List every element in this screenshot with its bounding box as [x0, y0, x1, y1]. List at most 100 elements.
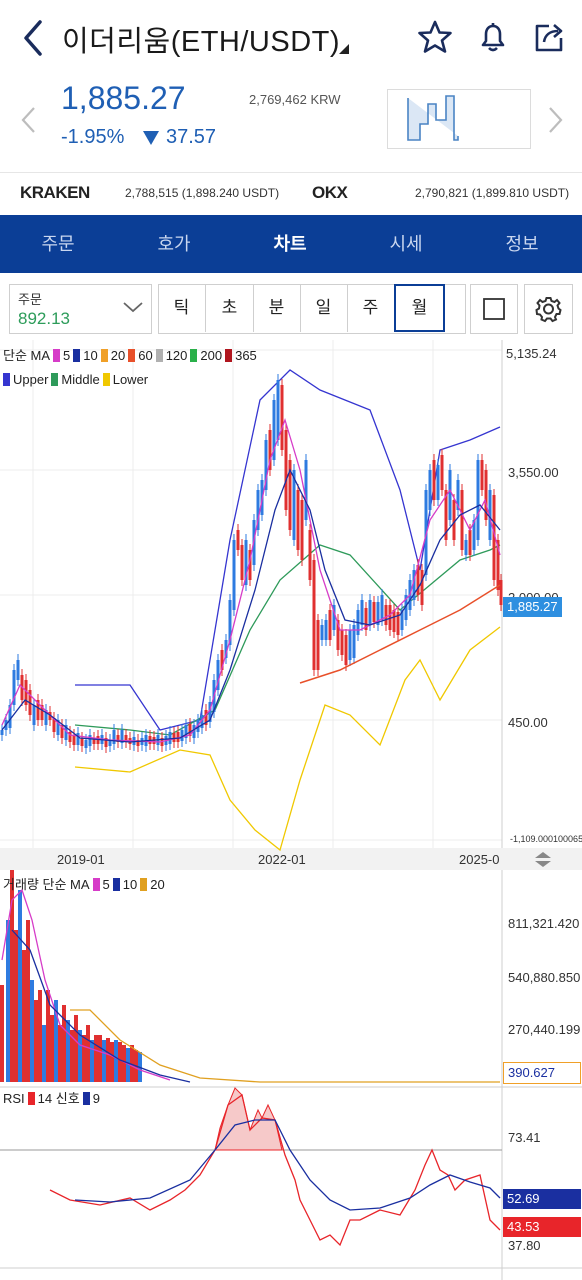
rsi-legend-label: 14 [37, 1091, 53, 1106]
draw-tool-button[interactable] [470, 284, 518, 334]
volume-ma20-line [70, 1009, 500, 1083]
order-label: 주문 [18, 292, 42, 307]
exchange-name: KRAKEN [20, 183, 90, 202]
volume-tick-label: 540,880.850 [508, 970, 581, 985]
y-tick-label: -1,109.000100065 [510, 834, 582, 844]
krw-price: 2,769,462 KRW [249, 92, 341, 107]
candle-body [112, 730, 116, 744]
ma-legend-label: 20 [110, 348, 126, 363]
candle-body [68, 732, 72, 742]
tab-info[interactable]: 정보 [505, 234, 539, 254]
volume-bar [86, 1025, 90, 1082]
volume-bar [102, 1040, 106, 1082]
exchange-row [0, 172, 582, 215]
rsi-signal-tag: 52.69 [503, 1189, 581, 1209]
candle-body [224, 640, 228, 658]
candle-body [328, 610, 332, 640]
candle-body [16, 660, 20, 680]
period-week[interactable]: 주 [347, 284, 395, 332]
y-tick-label: 450.00 [508, 715, 548, 730]
candle-body [304, 460, 308, 520]
mini-chart[interactable] [387, 89, 531, 149]
volume-bars [0, 870, 500, 1083]
candle-body [232, 540, 236, 610]
candle-body [464, 540, 468, 555]
period-minute[interactable]: 분 [253, 284, 301, 332]
y-tick-label: 5,135.24 [506, 346, 557, 361]
tab-chart[interactable]: 차트 [273, 234, 307, 254]
chevron-down-icon [123, 302, 143, 313]
candle-body [136, 740, 140, 746]
tab-market[interactable]: 시세 [389, 234, 423, 254]
price-chart[interactable] [0, 340, 582, 1280]
x-tick-label: 2019-01 [57, 852, 105, 867]
candle-body [116, 735, 120, 742]
bell-icon[interactable] [476, 20, 510, 54]
period-day[interactable]: 일 [300, 284, 348, 332]
candle-body [264, 440, 268, 490]
prev-arrow-icon[interactable] [20, 106, 38, 134]
page-title[interactable]: 이더리움(ETH/USDT) [62, 26, 341, 58]
moving-averages [1, 417, 501, 743]
candle-body [204, 710, 208, 725]
ma5-line [1, 417, 501, 743]
ma10-line [1, 468, 501, 743]
candle-body [336, 620, 340, 650]
volume-bar [0, 985, 4, 1082]
candle-body [200, 715, 204, 728]
volume-bar [110, 1042, 114, 1082]
volume-bar [38, 990, 42, 1082]
order-dropdown[interactable] [9, 284, 152, 334]
candle-body [256, 490, 260, 530]
candle-body [312, 560, 316, 670]
candle-body [56, 720, 60, 735]
resize-handle-icon[interactable] [532, 851, 554, 869]
settings-button[interactable] [524, 284, 573, 334]
period-tick[interactable]: 틱 [158, 284, 206, 332]
period-second[interactable]: 초 [206, 284, 254, 332]
volume-bar [130, 1045, 134, 1082]
next-arrow-icon[interactable] [546, 106, 564, 134]
volume-bar [26, 920, 30, 1082]
rsi-legend-label: 9 [92, 1091, 100, 1106]
volume-bar [122, 1045, 126, 1082]
rsi-tick-label: 37.80 [508, 1238, 541, 1253]
ma60-line [299, 584, 501, 684]
volume-bar [58, 1025, 62, 1082]
candle-body [288, 460, 292, 530]
volume-bar [50, 1015, 54, 1082]
candle-body [192, 725, 196, 738]
period-selector [158, 284, 466, 334]
chevron-left-icon[interactable] [18, 18, 48, 58]
period-month[interactable]: 월 [394, 284, 445, 332]
caret-down-icon[interactable] [339, 44, 349, 54]
candle-body [420, 570, 424, 605]
candle-body [452, 500, 456, 540]
tab-order[interactable]: 주문 [41, 234, 75, 254]
gear-icon [535, 297, 562, 323]
tab-quotes[interactable]: 호가 [157, 234, 191, 254]
rsi-legend: RSI 14 신호 9 [3, 1088, 100, 1107]
candle-body [236, 530, 240, 550]
candle-body [396, 612, 400, 635]
candle-body [344, 635, 348, 665]
candle-body [276, 380, 280, 440]
candle-body [12, 670, 16, 705]
volume-bar [90, 1040, 94, 1082]
candle-body [316, 620, 320, 670]
volume-bar [70, 1030, 74, 1082]
candle-body [184, 725, 188, 738]
candle-body [176, 732, 180, 742]
ma-legend-label: 5 [63, 348, 71, 363]
volume-bar [46, 990, 50, 1082]
volume-bar [54, 1000, 58, 1082]
share-icon[interactable] [533, 20, 567, 54]
candle-body [444, 490, 448, 540]
volume-tick-label: 270,440.199 [508, 1022, 581, 1037]
candle-body [380, 595, 384, 620]
star-icon[interactable] [418, 20, 452, 54]
x-tick-label: 2022-01 [258, 852, 306, 867]
down-triangle-icon [143, 131, 159, 145]
candle-body [124, 735, 128, 742]
volume-tag: 390.627 [503, 1062, 581, 1084]
